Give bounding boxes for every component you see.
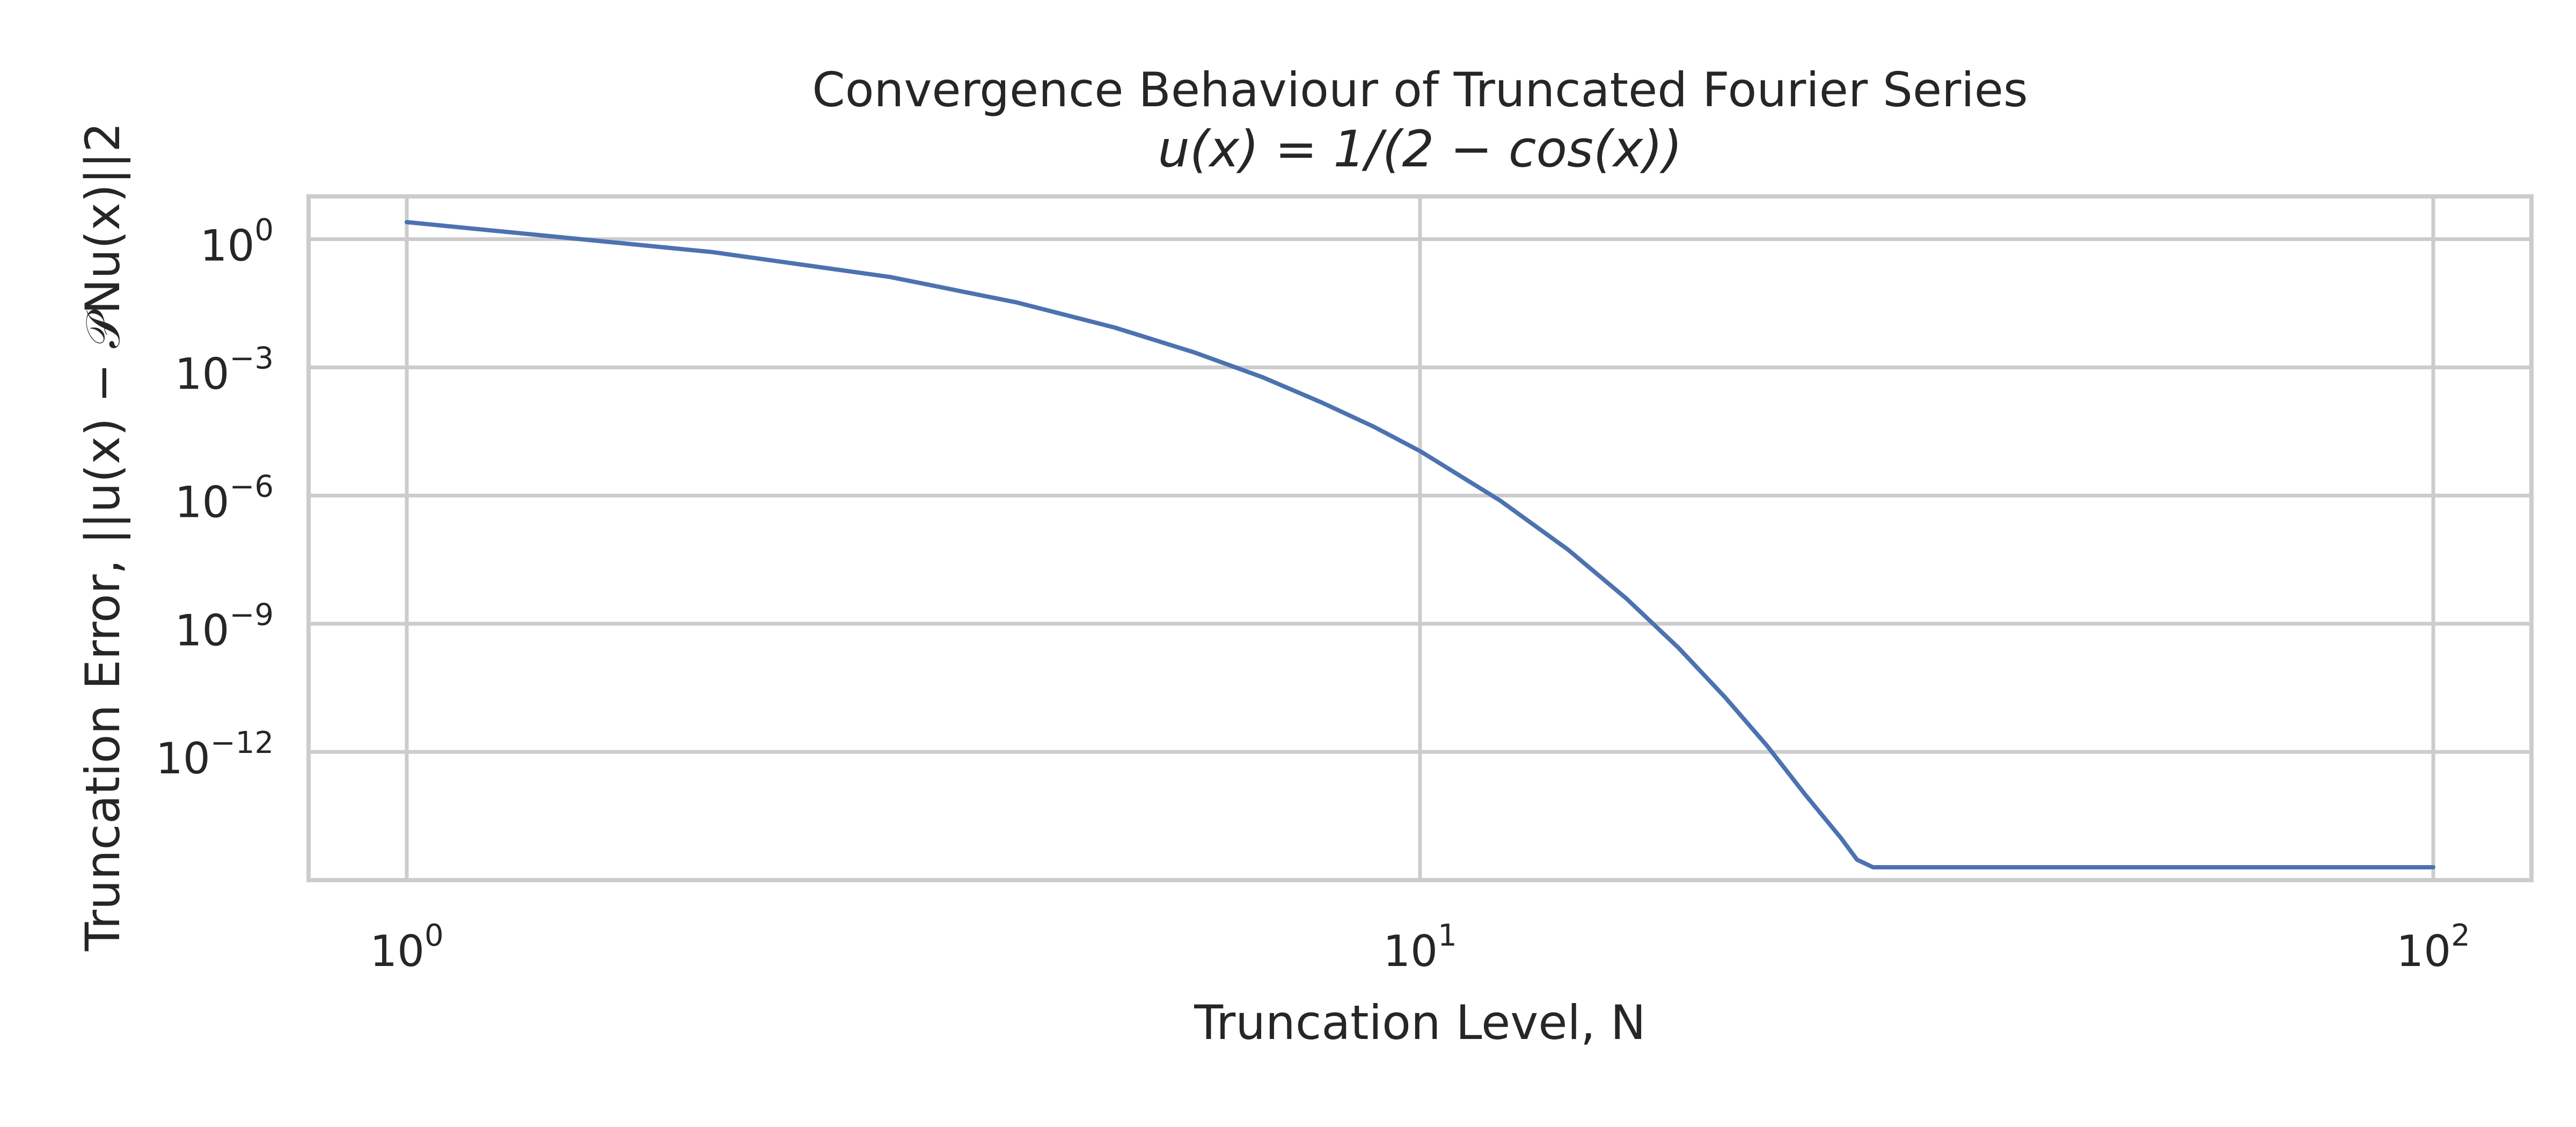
x-axis-label: Truncation Level, N: [1194, 995, 1645, 1050]
y-tick-label: 10−3: [175, 341, 274, 399]
x-tick-label: 102: [2396, 918, 2470, 976]
grid-lines: [309, 196, 2531, 880]
y-tick-label: 10−9: [175, 597, 274, 655]
chart-title: Convergence Behaviour of Truncated Fouri…: [812, 62, 2028, 118]
y-axis-label: Truncation Error, ||u(x) − 𝒫Nu(x)||2: [75, 122, 131, 952]
x-tick-labels: 100 101 102: [370, 918, 2470, 976]
y-tick-label: 10−6: [175, 469, 274, 527]
y-tick-labels: 100 10−3 10−6 10−9 10−12: [156, 213, 274, 784]
series-layer: [405, 219, 2435, 869]
x-tick-label: 100: [370, 918, 443, 976]
y-tick-label: 100: [200, 213, 274, 271]
series-line: [405, 219, 2435, 869]
chart-subtitle: u(x) = 1/(2 − cos(x)): [1158, 120, 1682, 179]
y-tick-label: 10−12: [156, 726, 274, 784]
x-tick-label: 101: [1383, 918, 1457, 976]
plot-frame: [306, 194, 2534, 882]
